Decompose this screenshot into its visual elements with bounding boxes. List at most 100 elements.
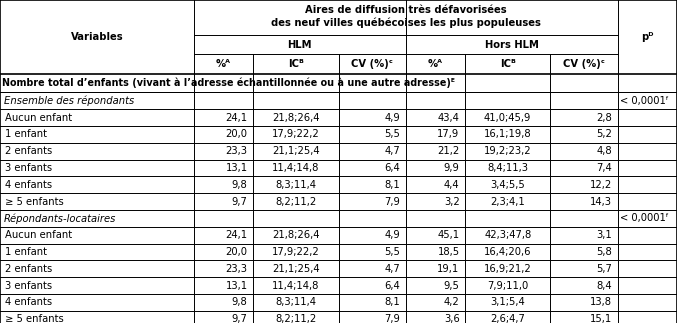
- Text: ICᴮ: ICᴮ: [288, 59, 304, 69]
- Text: 8,1: 8,1: [385, 180, 400, 190]
- Text: 19,2;23,2: 19,2;23,2: [484, 146, 531, 156]
- Text: 3 enfants: 3 enfants: [5, 163, 53, 173]
- Text: 13,8: 13,8: [590, 297, 612, 307]
- Text: 3,1: 3,1: [596, 230, 612, 240]
- Text: Aucun enfant: Aucun enfant: [5, 230, 72, 240]
- Text: 9,8: 9,8: [232, 180, 248, 190]
- Text: 9,5: 9,5: [443, 281, 460, 290]
- Text: Ensemble des répondants: Ensemble des répondants: [4, 96, 134, 106]
- Text: ≥ 5 enfants: ≥ 5 enfants: [5, 197, 64, 206]
- Text: Répondants-locataires: Répondants-locataires: [4, 213, 116, 224]
- Text: 2 enfants: 2 enfants: [5, 146, 53, 156]
- Text: < 0,0001ᶠ: < 0,0001ᶠ: [620, 214, 669, 223]
- Text: 6,4: 6,4: [385, 163, 400, 173]
- Text: 8,3;11,4: 8,3;11,4: [276, 180, 316, 190]
- Text: Aucun enfant: Aucun enfant: [5, 113, 72, 122]
- Text: 24,1: 24,1: [225, 230, 248, 240]
- Text: 6,4: 6,4: [385, 281, 400, 290]
- Text: HLM: HLM: [288, 40, 312, 49]
- Text: 7,9: 7,9: [385, 314, 400, 323]
- Text: 3,6: 3,6: [444, 314, 460, 323]
- Text: 4,8: 4,8: [596, 146, 612, 156]
- Text: 3,4;5,5: 3,4;5,5: [490, 180, 525, 190]
- Text: Aires de diffusion très défavorisées: Aires de diffusion très défavorisées: [305, 5, 506, 15]
- Text: 21,1;25,4: 21,1;25,4: [272, 146, 320, 156]
- Text: Nombre total d’enfants (vivant à l’adresse échantillonnée ou à une autre adresse: Nombre total d’enfants (vivant à l’adres…: [2, 78, 455, 88]
- Text: des neuf villes québécoises les plus populeuses: des neuf villes québécoises les plus pop…: [271, 17, 541, 28]
- Text: 20,0: 20,0: [225, 247, 248, 257]
- Text: 4,7: 4,7: [385, 264, 400, 274]
- Text: 4 enfants: 4 enfants: [5, 297, 53, 307]
- Text: 16,4;20,6: 16,4;20,6: [484, 247, 531, 257]
- Text: 45,1: 45,1: [437, 230, 460, 240]
- Text: 8,4;11,3: 8,4;11,3: [487, 163, 528, 173]
- Text: 5,5: 5,5: [385, 247, 400, 257]
- Text: 2,6;4,7: 2,6;4,7: [490, 314, 525, 323]
- Text: 3 enfants: 3 enfants: [5, 281, 53, 290]
- Text: 1 enfant: 1 enfant: [5, 247, 47, 257]
- Text: 9,7: 9,7: [232, 197, 248, 206]
- Text: 5,5: 5,5: [385, 130, 400, 139]
- Text: 17,9: 17,9: [437, 130, 460, 139]
- Text: 3,2: 3,2: [444, 197, 460, 206]
- Text: 16,1;19,8: 16,1;19,8: [484, 130, 531, 139]
- Text: 9,7: 9,7: [232, 314, 248, 323]
- Text: 42,3;47,8: 42,3;47,8: [484, 230, 531, 240]
- Text: 21,8;26,4: 21,8;26,4: [272, 230, 320, 240]
- Text: pᴰ: pᴰ: [641, 32, 653, 42]
- Text: 2 enfants: 2 enfants: [5, 264, 53, 274]
- Text: 23,3: 23,3: [225, 146, 248, 156]
- Text: < 0,0001ᶠ: < 0,0001ᶠ: [620, 96, 669, 106]
- Text: 14,3: 14,3: [590, 197, 612, 206]
- Text: 4 enfants: 4 enfants: [5, 180, 53, 190]
- Text: 7,4: 7,4: [596, 163, 612, 173]
- Text: 24,1: 24,1: [225, 113, 248, 122]
- Text: %ᴬ: %ᴬ: [428, 59, 443, 69]
- Text: 12,2: 12,2: [590, 180, 612, 190]
- Text: ≥ 5 enfants: ≥ 5 enfants: [5, 314, 64, 323]
- Text: 8,1: 8,1: [385, 297, 400, 307]
- Text: 4,7: 4,7: [385, 146, 400, 156]
- Text: 19,1: 19,1: [437, 264, 460, 274]
- Text: 4,9: 4,9: [385, 113, 400, 122]
- Text: 43,4: 43,4: [438, 113, 460, 122]
- Text: 3,1;5,4: 3,1;5,4: [490, 297, 525, 307]
- Text: 13,1: 13,1: [225, 281, 248, 290]
- Text: 11,4;14,8: 11,4;14,8: [272, 281, 320, 290]
- Text: 15,1: 15,1: [590, 314, 612, 323]
- Text: 18,5: 18,5: [437, 247, 460, 257]
- Text: 8,3;11,4: 8,3;11,4: [276, 297, 316, 307]
- Text: 8,2;11,2: 8,2;11,2: [275, 197, 316, 206]
- Text: 17,9;22,2: 17,9;22,2: [272, 247, 320, 257]
- Text: 16,9;21,2: 16,9;21,2: [484, 264, 531, 274]
- Text: 4,9: 4,9: [385, 230, 400, 240]
- Text: 20,0: 20,0: [225, 130, 248, 139]
- Text: 23,3: 23,3: [225, 264, 248, 274]
- Text: 5,8: 5,8: [596, 247, 612, 257]
- Text: CV (%)ᶜ: CV (%)ᶜ: [351, 59, 393, 69]
- Text: 21,2: 21,2: [437, 146, 460, 156]
- Text: Hors HLM: Hors HLM: [485, 40, 539, 49]
- Text: 7,9;11,0: 7,9;11,0: [487, 281, 528, 290]
- Text: 21,8;26,4: 21,8;26,4: [272, 113, 320, 122]
- Text: 9,8: 9,8: [232, 297, 248, 307]
- Text: 5,7: 5,7: [596, 264, 612, 274]
- Text: 2,3;4,1: 2,3;4,1: [490, 197, 525, 206]
- Text: 13,1: 13,1: [225, 163, 248, 173]
- Text: CV (%)ᶜ: CV (%)ᶜ: [563, 59, 605, 69]
- Text: 7,9: 7,9: [385, 197, 400, 206]
- Text: 5,2: 5,2: [596, 130, 612, 139]
- Text: 17,9;22,2: 17,9;22,2: [272, 130, 320, 139]
- Text: 1 enfant: 1 enfant: [5, 130, 47, 139]
- Text: 4,4: 4,4: [444, 180, 460, 190]
- Text: 2,8: 2,8: [596, 113, 612, 122]
- Text: Variables: Variables: [70, 32, 123, 42]
- Text: 41,0;45,9: 41,0;45,9: [484, 113, 531, 122]
- Text: 21,1;25,4: 21,1;25,4: [272, 264, 320, 274]
- Text: 8,2;11,2: 8,2;11,2: [275, 314, 316, 323]
- Text: 4,2: 4,2: [444, 297, 460, 307]
- Text: 9,9: 9,9: [443, 163, 460, 173]
- Text: 11,4;14,8: 11,4;14,8: [272, 163, 320, 173]
- Text: 8,4: 8,4: [596, 281, 612, 290]
- Text: %ᴬ: %ᴬ: [216, 59, 231, 69]
